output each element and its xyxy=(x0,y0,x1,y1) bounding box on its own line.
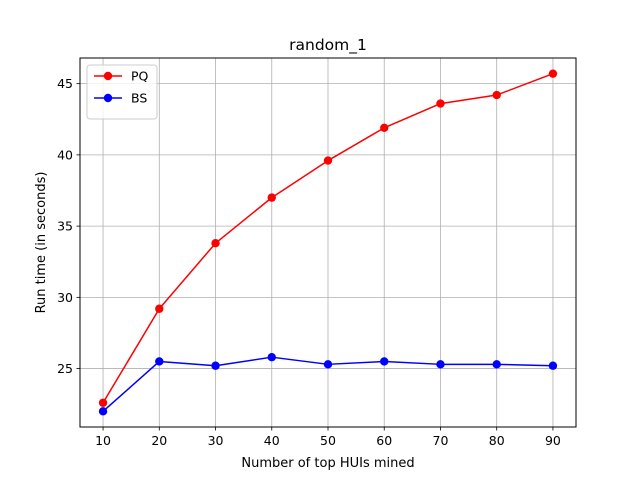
data-point-pq xyxy=(548,69,558,78)
x-axis-label: Number of top HUIs mined xyxy=(241,456,414,471)
x-tick-label: 70 xyxy=(433,433,449,448)
legend-marker-pq xyxy=(103,71,113,81)
x-tick-label: 20 xyxy=(151,433,167,448)
data-point-bs xyxy=(492,360,501,369)
data-point-pq xyxy=(380,123,389,133)
y-tick-label: 30 xyxy=(57,290,73,305)
x-tick-label: 30 xyxy=(208,433,224,448)
data-point-pq xyxy=(436,99,445,108)
data-point-pq xyxy=(98,398,108,407)
data-point-bs xyxy=(380,357,389,366)
legend-label-bs: BS xyxy=(131,91,147,106)
data-point-bs xyxy=(436,360,445,369)
data-point-pq xyxy=(267,193,276,202)
data-point-bs xyxy=(211,361,220,370)
y-tick-label: 25 xyxy=(57,361,73,376)
x-tick-label: 60 xyxy=(376,433,392,448)
data-point-bs xyxy=(548,361,558,370)
series-layer xyxy=(98,69,558,416)
data-point-pq xyxy=(211,239,220,248)
x-tick-label: 80 xyxy=(489,433,505,448)
data-point-pq xyxy=(323,156,333,165)
legend-box xyxy=(86,64,158,120)
chart-title: random_1 xyxy=(289,36,367,55)
data-point-pq xyxy=(492,90,501,100)
y-tick-label: 45 xyxy=(57,76,73,91)
x-tick-label: 90 xyxy=(545,433,561,448)
data-point-bs xyxy=(323,360,333,369)
data-point-bs xyxy=(155,357,164,366)
x-tick-label: 10 xyxy=(95,433,111,448)
legend-label-pq: PQ xyxy=(131,69,149,84)
y-tick-label: 40 xyxy=(57,147,73,162)
legend: PQ BS xyxy=(86,64,158,120)
x-tick-label: 50 xyxy=(320,433,336,448)
x-tick-label: 40 xyxy=(264,433,280,448)
y-axis-label: Run time (in seconds) xyxy=(34,172,49,314)
data-point-pq xyxy=(155,304,164,313)
y-tick-label: 35 xyxy=(57,219,73,234)
axis-ticks: 10 20 30 40 50 60 70 80 90 25 30 35 40 45 xyxy=(57,76,561,448)
legend-marker-bs xyxy=(103,93,113,103)
data-point-bs xyxy=(267,352,276,362)
data-point-bs xyxy=(98,407,108,416)
